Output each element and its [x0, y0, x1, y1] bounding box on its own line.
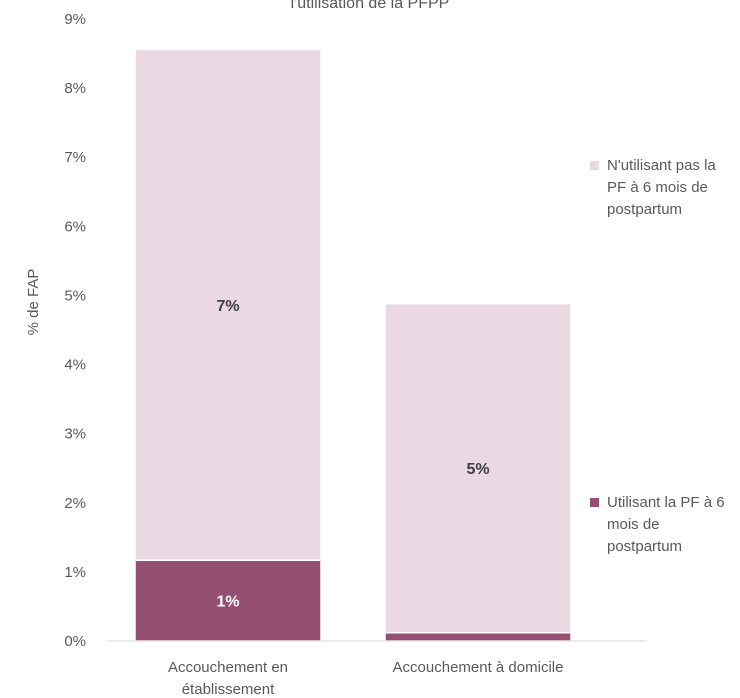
x-axis-ticks: Accouchement en établissement Accouchement…	[168, 659, 564, 698]
y-tick-label: 7%	[64, 149, 86, 166]
y-tick-label: 6%	[64, 218, 86, 235]
y-tick-label: 0%	[64, 633, 86, 650]
legend-swatch	[590, 161, 599, 170]
x-tick-label: Accouchement à domicile	[393, 659, 564, 676]
bar-segment	[384, 302, 572, 634]
legend-label: N'utilisant pas la PF à 6 mois de postpa…	[607, 157, 716, 218]
y-tick-label: 5%	[64, 287, 86, 304]
y-tick-label: 3%	[64, 426, 86, 443]
bar-segment	[384, 631, 572, 642]
y-tick-label: 9%	[64, 11, 86, 28]
data-label: 7%	[216, 298, 239, 315]
legend-swatch	[590, 498, 599, 507]
y-tick-label: 1%	[64, 564, 86, 581]
legend-label: Utilisant la PF à 6 mois de postpartum	[607, 494, 725, 555]
data-label: 1%	[216, 594, 239, 611]
x-tick-label: établissement	[182, 681, 275, 698]
y-tick-label: 8%	[64, 80, 86, 97]
y-tick-label: 2%	[64, 495, 86, 512]
bar-segment	[134, 559, 322, 642]
chart-title: l'utilisation de la PFPP	[291, 0, 450, 12]
legend-item-not-using: N'utilisant pas la PF à 6 mois de postpa…	[590, 155, 735, 221]
data-label: 5%	[466, 461, 489, 478]
y-axis-ticks: 0% 1% 2% 3% 4% 5% 6% 7% 8% 9%	[64, 11, 86, 650]
bars: 1% 7% 5%	[134, 48, 572, 642]
y-axis-label: % de FAP	[25, 269, 42, 336]
bar-segment	[134, 48, 322, 561]
y-tick-label: 4%	[64, 357, 86, 374]
x-tick-label: Accouchement en	[168, 659, 288, 676]
legend-item-using: Utilisant la PF à 6 mois de postpartum	[590, 492, 735, 558]
